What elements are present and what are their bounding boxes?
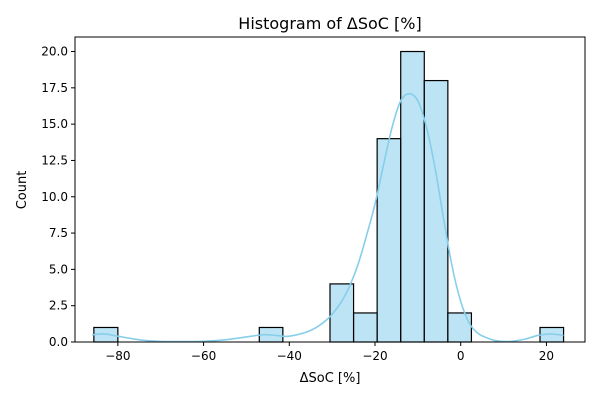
y-tick-label: 17.5	[41, 81, 68, 95]
x-tick-label: 0	[457, 349, 465, 363]
bars-group	[93, 50, 565, 343]
y-tick-label: 5.0	[49, 262, 68, 276]
y-tick-label: 12.5	[41, 153, 68, 167]
y-tick-label: 7.5	[49, 226, 68, 240]
x-tick-label: −80	[105, 349, 130, 363]
y-ticks-group: 0.0 2.5 5.0 7.5 10.0 12.5 15.0 17.5 20.0	[41, 45, 75, 349]
y-tick-label: 2.5	[49, 299, 68, 313]
kde-group	[92, 92, 564, 343]
histogram-bar-4	[376, 138, 402, 343]
y-tick-label: 15.0	[41, 117, 68, 131]
kde-curve	[92, 92, 564, 343]
chart-title: Histogram of ΔSoC [%]	[238, 14, 421, 33]
histogram-bar-7	[447, 312, 473, 343]
x-tick-label: 20	[539, 349, 554, 363]
y-tick-label: 0.0	[49, 335, 68, 349]
y-axis-label: Count	[15, 171, 30, 210]
y-tick-label: 20.0	[41, 45, 68, 59]
plot-frame	[74, 36, 586, 343]
histogram-bar-6	[423, 79, 449, 343]
x-axis-label: ΔSoC [%]	[300, 371, 361, 386]
x-tick-label: −60	[191, 349, 216, 363]
x-tick-label: −40	[277, 349, 302, 363]
y-tick-label: 10.0	[41, 190, 68, 204]
x-tick-label: −20	[362, 349, 387, 363]
histogram-bar-3	[352, 312, 378, 343]
x-ticks-group: −80 −60 −40 −20 0 20	[105, 342, 554, 363]
